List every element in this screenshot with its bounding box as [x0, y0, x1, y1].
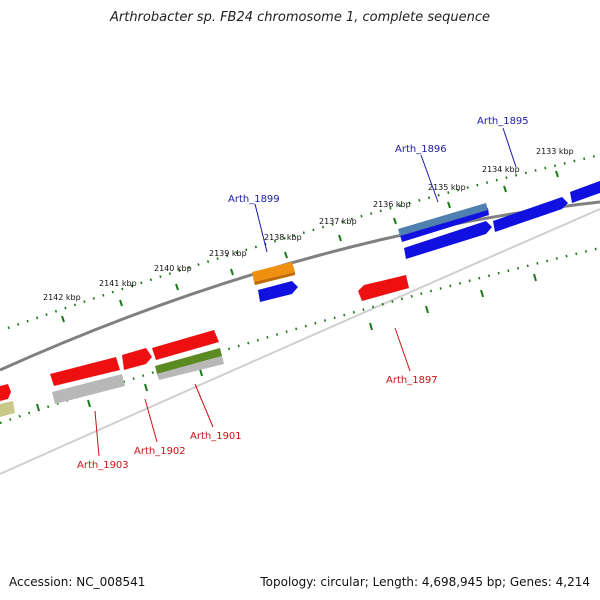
kbp-label: 2141 kbp: [99, 279, 137, 288]
gene-arrow-orange-edge: [254, 272, 295, 285]
kbp-labels: 2133 kbp 2134 kbp 2135 kbp 2136 kbp 2137…: [43, 147, 574, 302]
kbp-label: 2134 kbp: [482, 165, 520, 174]
backbone: [0, 200, 600, 372]
gene-arrow-red[interactable]: [122, 348, 152, 370]
kbp-label: 2135 kbp: [428, 183, 466, 192]
backbone-group: [0, 200, 600, 475]
kbp-label: 2138 kbp: [264, 233, 302, 242]
gene-arrow-gray[interactable]: [157, 356, 224, 380]
gene-label-arth-1902[interactable]: Arth_1902: [134, 446, 186, 457]
gene-label-arth-1901[interactable]: Arth_1901: [190, 431, 242, 442]
inner-ruler-dots: [0, 246, 600, 425]
gene-arrow-steelblue[interactable]: [398, 203, 488, 236]
gene-label-arth-1899[interactable]: Arth_1899: [228, 194, 280, 205]
leader-lines: [94, 127, 517, 457]
gene-arrow-orange[interactable]: [252, 262, 295, 282]
kbp-label: 2140 kbp: [154, 264, 192, 273]
gene-shadow-blue: [400, 208, 489, 242]
backbone-shadow: [0, 208, 600, 475]
gene-label-arth-1897[interactable]: Arth_1897: [386, 375, 438, 386]
forward-genes: [0, 181, 600, 401]
outer-major-ticks: [61, 170, 559, 323]
gene-arrow-red[interactable]: [358, 275, 409, 301]
kbp-label: 2137 kbp: [319, 217, 357, 226]
gene-arrow-khaki[interactable]: [0, 401, 15, 417]
gene-arrow-blue[interactable]: [493, 197, 568, 232]
kbp-label: 2136 kbp: [373, 200, 411, 209]
map-title: Arthrobacter sp. FB24 chromosome 1, comp…: [109, 10, 491, 25]
gene-arrow-olive[interactable]: [155, 348, 222, 374]
gene-label-arth-1896[interactable]: Arth_1896: [395, 144, 447, 155]
accession-text: Accession: NC_008541: [9, 575, 146, 589]
gene-arrow-red[interactable]: [0, 384, 11, 401]
gene-label-arth-1895[interactable]: Arth_1895: [477, 116, 529, 127]
gene-arrow-blue[interactable]: [404, 221, 492, 259]
gene-labels: Arth_1895 Arth_1896 Arth_1899 Arth_1897 …: [77, 116, 529, 471]
outer-ruler-dots: [7, 153, 600, 330]
inner-major-ticks: [36, 273, 537, 412]
reverse-genes: [0, 275, 409, 417]
gene-arrow-blue[interactable]: [570, 181, 600, 203]
kbp-label: 2133 kbp: [536, 147, 574, 156]
gene-label-arth-1903[interactable]: Arth_1903: [77, 460, 129, 471]
kbp-label: 2139 kbp: [209, 249, 247, 258]
topology-summary: Topology: circular; Length: 4,698,945 bp…: [260, 575, 590, 589]
gene-arrow-red[interactable]: [50, 357, 120, 386]
gene-arrow-gray[interactable]: [52, 374, 125, 404]
gene-arrow-red[interactable]: [152, 330, 219, 360]
kbp-label: 2142 kbp: [43, 293, 81, 302]
gene-arrow-blue[interactable]: [258, 281, 298, 302]
